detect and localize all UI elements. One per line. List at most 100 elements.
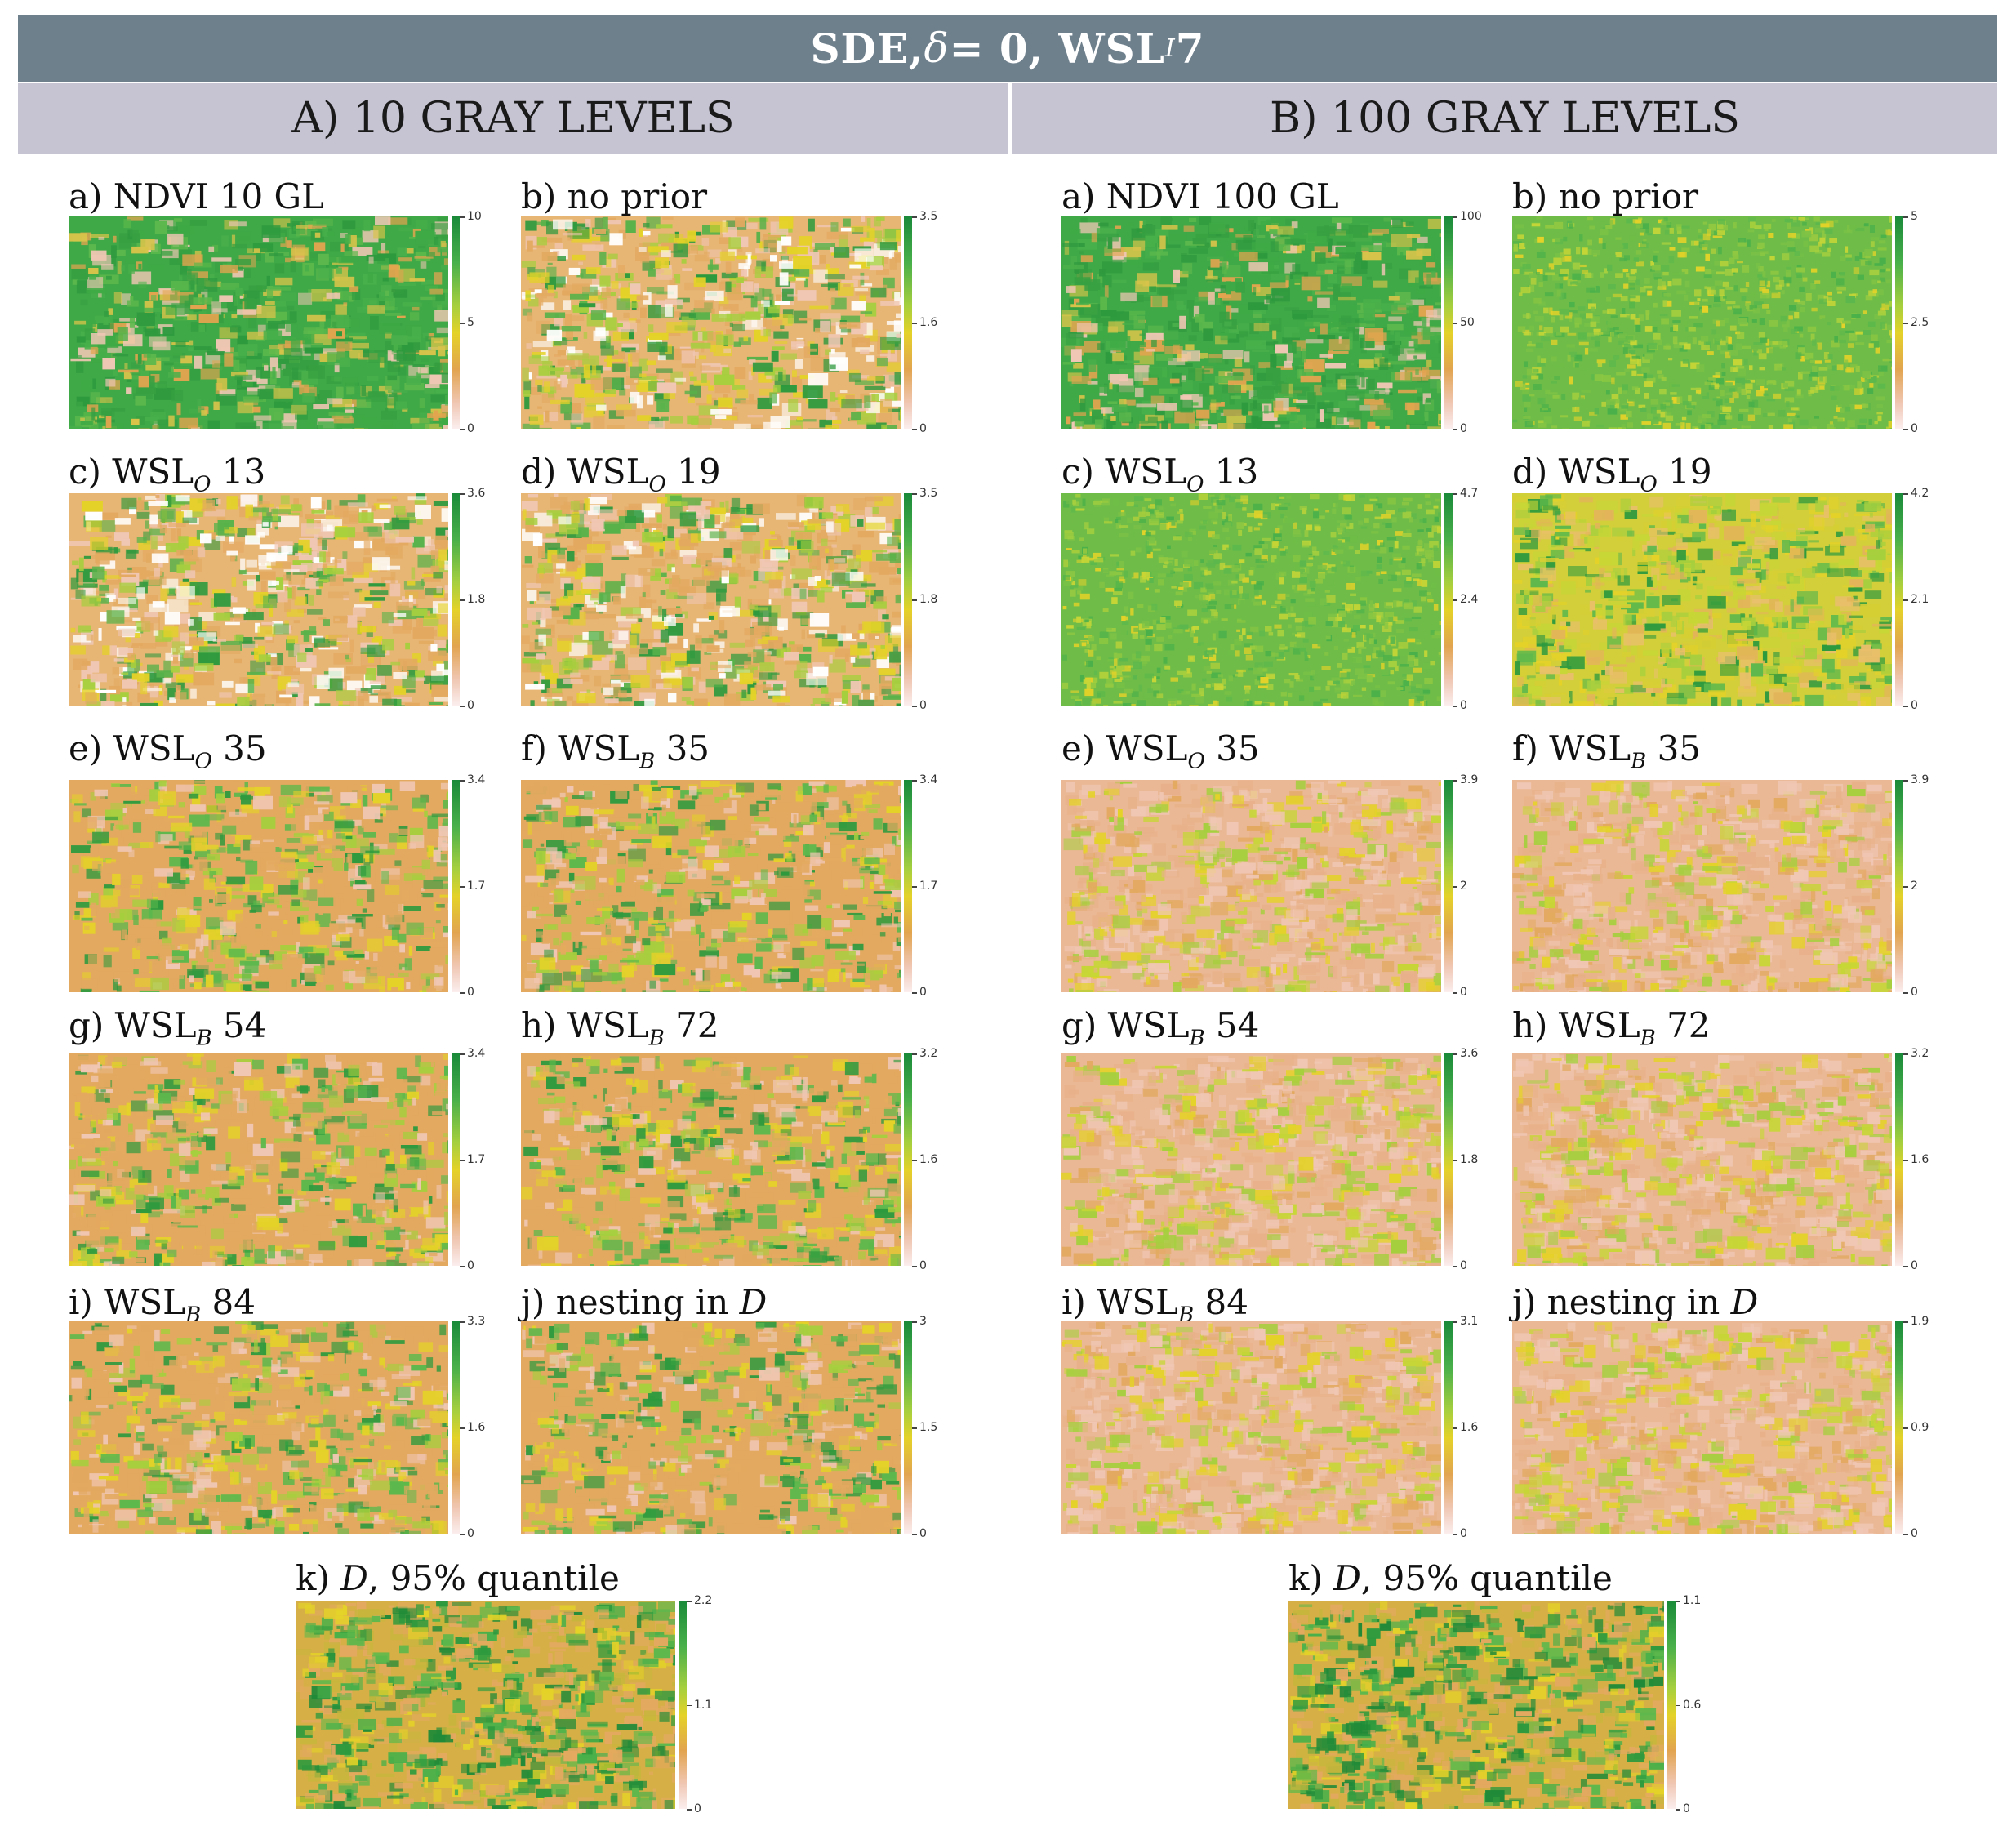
panel-label-b-a: a) NDVI 100 GL [1061, 180, 1339, 214]
colorbar-b-h: 3.2 1.6 0 [1895, 1048, 1929, 1272]
colorbar-tick-label: 1.7 [919, 880, 938, 893]
colorbar-tick [1903, 886, 1908, 888]
map-image-b-b [1512, 216, 1892, 429]
colorbar-tick [1453, 1427, 1457, 1429]
panel-label-cal: D [1333, 1558, 1361, 1598]
panel-label-num: 72 [664, 1005, 719, 1045]
map-image-a-h [521, 1053, 901, 1266]
colorbar-gradient [452, 493, 460, 706]
colorbar-tick [460, 1266, 465, 1267]
panel-label-sub: B [1631, 749, 1647, 774]
colorbar-b-c: 4.7 2.4 0 [1444, 488, 1478, 711]
map-image-a-c [69, 493, 448, 706]
map-raster [296, 1601, 675, 1809]
colorbar-tick [460, 1427, 465, 1429]
figure-banner: SDE, δ = 0, WSL I 7 [18, 15, 1997, 82]
colorbar-tick [912, 216, 917, 218]
colorbar-a-g: 3.4 1.7 0 [452, 1048, 485, 1272]
panel-label-num: 35 [211, 728, 267, 768]
panel-label-a-c: c) WSLO 13 [69, 455, 265, 496]
panel-label-sub: B [639, 749, 656, 774]
colorbar-gradient [452, 1321, 460, 1534]
map-image-b-c [1061, 493, 1441, 706]
colorbar-tick [912, 1266, 917, 1267]
colorbar-tick [687, 1809, 692, 1811]
colorbar-gradient [1444, 780, 1453, 992]
panel-label-num: 35 [655, 728, 710, 768]
colorbar-tick-label: 4.2 [1911, 487, 1929, 500]
map-image-a-f [521, 780, 901, 992]
colorbar-tick [912, 599, 917, 601]
panel-label-a-j: j) nesting in D [521, 1285, 767, 1320]
panel-label-base: j) nesting in [1512, 1282, 1731, 1322]
colorbar-gradient [1895, 216, 1903, 429]
banner-text-mid: = 0, WSL [949, 24, 1165, 73]
panel-label-a-h: h) WSLB 72 [521, 1009, 719, 1049]
map-raster [1512, 493, 1892, 706]
colorbar-tick [1903, 323, 1908, 324]
colorbar-tick [912, 1321, 917, 1323]
panel-label-sub: O [1186, 472, 1204, 497]
colorbar-tick-label: 3 [919, 1315, 927, 1328]
panel-label-a-e: e) WSLO 35 [69, 732, 267, 773]
colorbar-tick [1453, 429, 1457, 430]
colorbar-tick-label: 0 [467, 422, 474, 435]
panel-label-base: e) WSL [1061, 728, 1188, 768]
colorbar-gradient [1444, 1053, 1453, 1266]
panel-label-base: e) WSL [69, 728, 195, 768]
section-header-a: A) 10 GRAY LEVELS [18, 83, 1008, 154]
colorbar-tick-label: 3.4 [919, 773, 938, 786]
colorbar-tick [912, 706, 917, 707]
colorbar-a-e: 3.4 1.7 0 [452, 774, 485, 998]
panel-label-a-f: f) WSLB 35 [521, 732, 710, 774]
colorbar-gradient [904, 780, 912, 992]
panel-label-base: d) WSL [1512, 452, 1640, 492]
colorbar-tick-label: 1.9 [1911, 1315, 1929, 1328]
colorbar-tick-label: 1.6 [919, 316, 938, 329]
panel-label-num: 72 [1655, 1005, 1711, 1045]
panel-label-b-k: k) D, 95% quantile [1288, 1561, 1613, 1596]
colorbar-tick [1903, 599, 1908, 601]
colorbar-b-a: 100 50 0 [1444, 211, 1482, 434]
panel-label-num: 35 [1204, 728, 1260, 768]
colorbar-tick-label: 0 [1911, 699, 1918, 712]
panel-label-base: b) no prior [1512, 176, 1699, 216]
colorbar-tick [912, 1053, 917, 1055]
map-image-b-i [1061, 1321, 1441, 1534]
colorbar-tick-label: 0 [1911, 422, 1918, 435]
map-raster [521, 216, 901, 429]
panel-label-base: a) NDVI 10 GL [69, 176, 324, 216]
colorbar-tick-label: 1.8 [1460, 1153, 1479, 1166]
colorbar-b-e: 3.9 2 0 [1444, 774, 1478, 998]
panel-label-base: f) WSL [1512, 728, 1631, 768]
colorbar-tick [912, 780, 917, 782]
colorbar-gradient [1895, 493, 1903, 706]
colorbar-tick [1676, 1704, 1680, 1706]
map-image-b-f [1512, 780, 1892, 992]
colorbar-tick [1453, 1053, 1457, 1055]
colorbar-gradient [1444, 216, 1453, 429]
colorbar-tick-label: 2.2 [694, 1594, 713, 1607]
colorbar-tick [1903, 1160, 1908, 1161]
panel-label-b-i: i) WSLB 84 [1061, 1285, 1248, 1326]
colorbar-a-c: 3.6 1.8 0 [452, 488, 485, 711]
colorbar-tick [1676, 1809, 1680, 1811]
map-image-b-g [1061, 1053, 1441, 1266]
colorbar-tick [460, 780, 465, 782]
panel-label-base: f) WSL [521, 728, 640, 768]
colorbar-tick [460, 706, 465, 707]
colorbar-gradient [679, 1601, 687, 1809]
colorbar-tick-label: 1.6 [1911, 1153, 1929, 1166]
banner-subscript: I [1164, 33, 1176, 63]
colorbar-tick-label: 0 [467, 699, 474, 712]
panel-label-a-k: k) D, 95% quantile [296, 1561, 620, 1596]
map-raster [521, 1053, 901, 1266]
colorbar-tick [1903, 706, 1908, 707]
colorbar-gradient [904, 216, 912, 429]
colorbar-tick-label: 0 [1460, 1259, 1467, 1272]
colorbar-tick [1903, 780, 1908, 782]
map-image-a-a [69, 216, 448, 429]
colorbar-gradient [1895, 1053, 1903, 1266]
colorbar-tick-label: 0 [1911, 1527, 1918, 1540]
panel-label-sub: B [648, 1026, 665, 1051]
